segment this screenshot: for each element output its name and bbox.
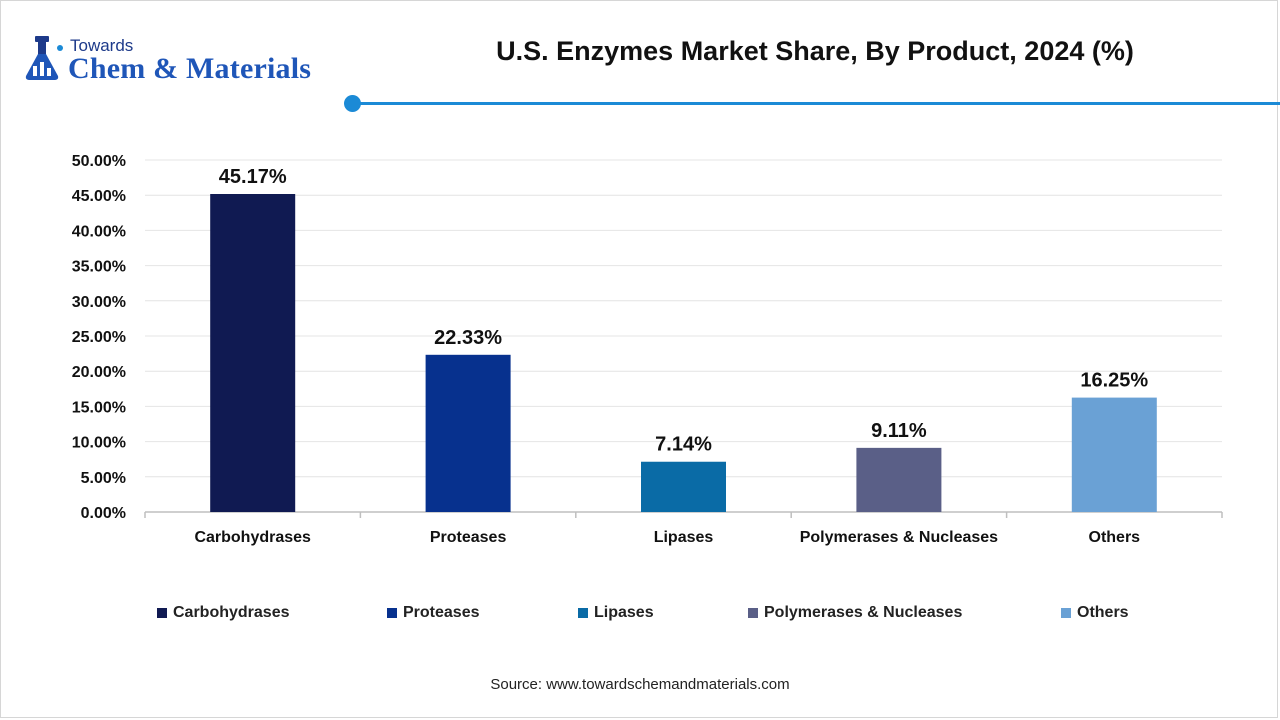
legend-item: Lipases [578,604,654,622]
legend-item: Others [1061,604,1129,622]
flask-icon [25,36,63,80]
data-label: 22.33% [434,327,502,349]
y-tick-label: 5.00% [81,470,126,487]
legend-label: Lipases [594,604,654,621]
source-note: Source: www.towardschemandmaterials.com [490,676,790,693]
title-underline-dot [344,95,361,112]
legend-item: Carbohydrases [157,604,290,622]
bar-carbohydrases [210,194,296,512]
title-underline [352,102,1280,105]
x-tick-label: Polymerases & Nucleases [800,529,998,546]
y-tick-label: 25.00% [72,329,126,346]
legend-label: Polymerases & Nucleases [764,604,963,621]
y-tick-label: 30.00% [72,294,126,311]
data-label: 45.17% [219,166,287,188]
chart-legend: Carbohydrases Proteases Lipases Polymerases… [0,604,1280,626]
bar-lipases [641,461,726,512]
data-label: 7.14% [655,434,712,456]
y-tick-label: 40.00% [72,223,126,240]
legend-swatch [387,608,397,618]
x-tick-label: Lipases [654,529,714,546]
y-tick-label: 20.00% [72,364,126,381]
brand-line-2: Chem & Materials [68,52,312,85]
bar-proteases [425,354,511,512]
x-tick-label: Others [1089,529,1141,546]
y-tick-label: 50.00% [72,153,126,170]
bar-chart: 0.00% 5.00% 10.00% 15.00% 20.00% 25.00% 30.00%… [72,153,1223,546]
y-tick-label: 35.00% [72,259,126,276]
legend-label: Proteases [403,604,480,621]
legend-item: Proteases [387,604,480,622]
y-tick-label: 15.00% [72,399,126,416]
legend-label: Others [1077,604,1129,621]
legend-swatch [157,608,167,618]
y-tick-label: 0.00% [81,505,126,522]
data-label: 16.25% [1080,370,1148,392]
legend-swatch [1061,608,1071,618]
data-label: 9.11% [871,420,927,442]
brand-logo: Towards Chem & Materials [22,34,342,94]
legend-label: Carbohydrases [173,604,290,621]
bar-polymerases-nucleases [856,447,942,512]
legend-item: Polymerases & Nucleases [748,604,962,622]
x-tick-label: Carbohydrases [194,529,311,546]
y-tick-label: 10.00% [72,435,126,452]
y-tick-label: 45.00% [72,188,126,205]
x-tick-label: Proteases [430,529,507,546]
chart-title: U.S. Enzymes Market Share, By Product, 2… [496,36,1134,66]
brand-line-1: Towards [70,36,134,55]
legend-swatch [748,608,758,618]
legend-swatch [578,608,588,618]
bar-others [1071,397,1157,512]
